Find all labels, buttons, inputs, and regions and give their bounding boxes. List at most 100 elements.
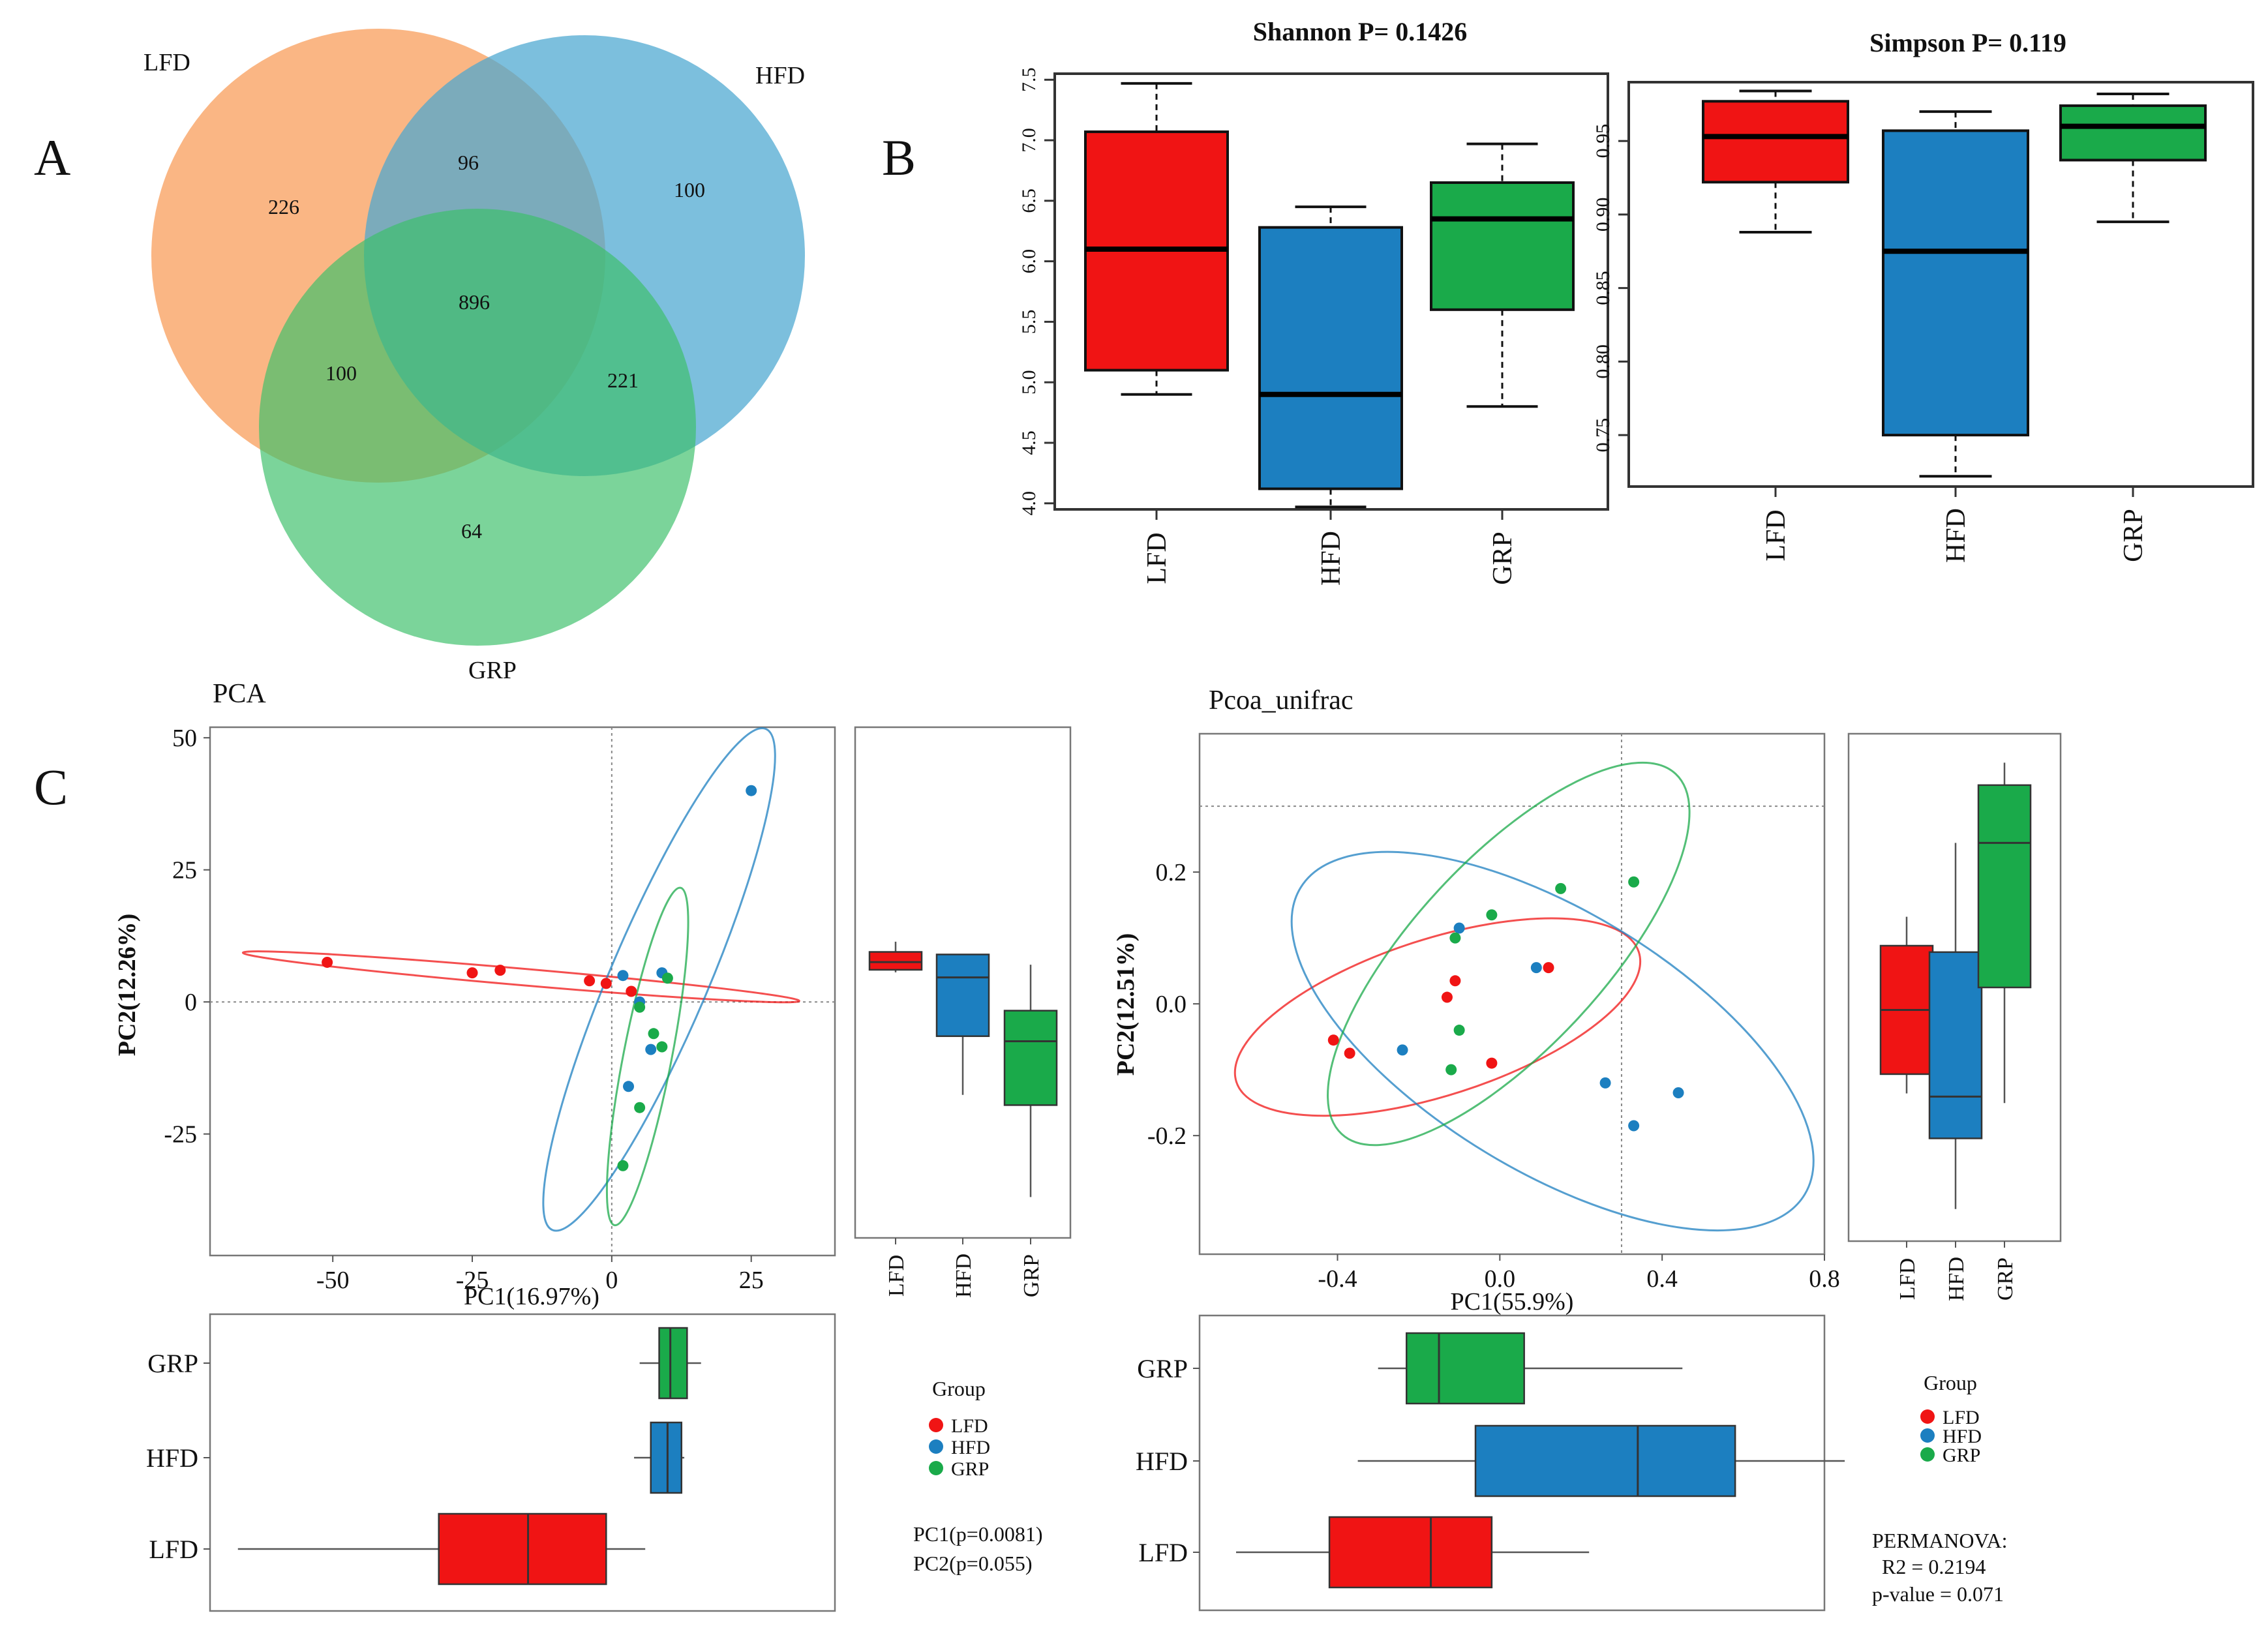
iqr-box — [1882, 129, 2029, 437]
iqr-box — [1003, 1010, 1058, 1106]
point-lfd — [494, 965, 506, 976]
box-hfd — [1258, 205, 1403, 509]
point-lfd — [1344, 1047, 1355, 1059]
x-tick-label-grp: GRP — [1993, 1257, 2018, 1301]
y-tick-label: 7.0 — [1018, 128, 1040, 153]
y-tick-label: 4.0 — [1018, 491, 1040, 516]
pca-legend-label-lfd: LFD — [951, 1415, 988, 1437]
x-tick-label-hfd: HFD — [1941, 508, 1971, 563]
pc1-box-hfd — [1357, 1424, 1845, 1497]
x-tick-label-grp: GRP — [1020, 1254, 1044, 1297]
x-tick-label-hfd: HFD — [1316, 531, 1346, 586]
pcoa-chart: Pcoa_unifrac -0.4 0.0 0.4 0.8 0.2 0.0 -0.2 PC1… — [1112, 685, 2062, 1612]
y-tick-label-hfd: HFD — [1136, 1447, 1188, 1476]
pca-stat-pc1: PC1(p=0.0081) — [913, 1522, 1043, 1546]
pcoa-legend-dot-hfd — [1920, 1428, 1935, 1443]
pcoa-title: Pcoa_unifrac — [1209, 685, 1353, 715]
pca-legend-dot-lfd — [929, 1418, 943, 1432]
point-hfd — [746, 785, 757, 796]
iqr-box — [868, 951, 923, 971]
y-tick-label-hfd: HFD — [146, 1443, 198, 1473]
confidence-ellipse-lfd — [241, 950, 800, 1004]
y-tick-label: 6.0 — [1018, 249, 1040, 274]
point-grp — [656, 1041, 668, 1053]
pca-title: PCA — [213, 679, 266, 709]
point-grp — [634, 1102, 646, 1113]
point-grp — [617, 1160, 629, 1171]
iqr-box — [1928, 951, 1983, 1139]
point-lfd — [1327, 1034, 1339, 1046]
y-tick-label: 0 — [185, 989, 197, 1016]
pca-chart: PCA -50 -25 0 25 50 25 0 -25 PC1(16.97%) PC2(12… — [113, 679, 1072, 1612]
point-hfd — [623, 1081, 635, 1092]
pcoa-xlabel: PC1(55.9%) — [1451, 1288, 1574, 1316]
pc2-box-lfd — [868, 941, 923, 972]
pca-ylabel: PC2(12.26%) — [113, 914, 141, 1056]
point-hfd — [1453, 922, 1465, 934]
iqr-box — [438, 1512, 607, 1586]
y-tick-label: 0.75 — [1592, 418, 1614, 453]
x-tick-label-hfd: HFD — [1944, 1257, 1969, 1301]
x-tick-label-lfd: LFD — [1761, 509, 1791, 561]
y-tick-label: 6.5 — [1018, 188, 1040, 213]
iqr-box — [1430, 181, 1575, 311]
venn-circle-grp — [259, 209, 696, 646]
pcoa-stat-pvalue: p-value = 0.071 — [1872, 1582, 2004, 1606]
point-hfd — [1530, 962, 1542, 974]
point-grp — [1628, 876, 1640, 888]
y-tick-label-lfd: LFD — [149, 1535, 198, 1564]
pcoa-scatter-frame — [1198, 732, 1826, 1256]
x-tick-label-grp: GRP — [2119, 509, 2149, 562]
pca-legend-dot-hfd — [929, 1439, 943, 1454]
box-lfd — [1084, 82, 1229, 396]
point-hfd — [1672, 1087, 1684, 1099]
x-tick-label: 0.0 — [1485, 1265, 1516, 1293]
x-tick-label: 25 — [739, 1267, 764, 1294]
iqr-box — [1406, 1332, 1525, 1405]
pca-legend-label-hfd: HFD — [951, 1437, 990, 1458]
x-tick-label-hfd: HFD — [952, 1254, 976, 1298]
pc1-box-grp — [1378, 1332, 1683, 1405]
y-tick-label: 0.2 — [1156, 859, 1187, 886]
y-tick-label: 50 — [172, 725, 197, 752]
point-grp — [1449, 932, 1461, 944]
y-tick-label: 0.85 — [1592, 271, 1614, 305]
point-lfd — [626, 985, 637, 997]
confidence-ellipse-hfd — [542, 727, 776, 1232]
pca-xlabel: PC1(16.97%) — [464, 1283, 599, 1310]
iqr-box — [935, 954, 990, 1037]
pcoa-legend-dot-lfd — [1920, 1409, 1935, 1424]
pcoa-legend-label-lfd: LFD — [1943, 1407, 1980, 1428]
point-hfd — [1599, 1077, 1611, 1089]
iqr-box — [1977, 784, 2032, 989]
pca-scatter-frame — [209, 726, 836, 1257]
pca-legend-dot-grp — [929, 1461, 943, 1475]
venn-label-lfd: LFD — [144, 49, 190, 76]
point-lfd — [1543, 962, 1554, 974]
point-grp — [1486, 909, 1498, 921]
pcoa-ylabel: PC2(12.51%) — [1112, 933, 1140, 1075]
pca-legend-title: Group — [932, 1377, 986, 1400]
x-tick-label-lfd: LFD — [1896, 1258, 1920, 1300]
simpson-plot-frame — [1627, 81, 2254, 488]
point-grp — [648, 1028, 659, 1040]
x-tick-label-grp: GRP — [1488, 532, 1518, 585]
box-grp — [2059, 93, 2207, 224]
x-tick-label: -25 — [456, 1267, 489, 1294]
pca-legend-label-grp: GRP — [951, 1458, 989, 1480]
venn-count-lfd-only: 226 — [268, 195, 299, 218]
x-tick-label: 0.8 — [1809, 1265, 1840, 1293]
y-tick-label-lfd: LFD — [1138, 1538, 1188, 1567]
y-tick-label-grp: GRP — [147, 1349, 198, 1378]
pcoa-stat-title: PERMANOVA: — [1872, 1529, 2007, 1552]
y-tick-label: -0.2 — [1147, 1122, 1187, 1150]
venn-label-hfd: HFD — [755, 62, 805, 89]
point-lfd — [1486, 1057, 1498, 1069]
venn-count-hfd-grp: 221 — [607, 368, 639, 392]
venn-label-grp: GRP — [468, 657, 517, 684]
y-tick-label: 0.90 — [1592, 198, 1614, 232]
pcoa-legend-label-hfd: HFD — [1943, 1426, 1982, 1447]
y-tick-label: 25 — [172, 857, 197, 884]
y-tick-label: 5.5 — [1018, 310, 1040, 335]
